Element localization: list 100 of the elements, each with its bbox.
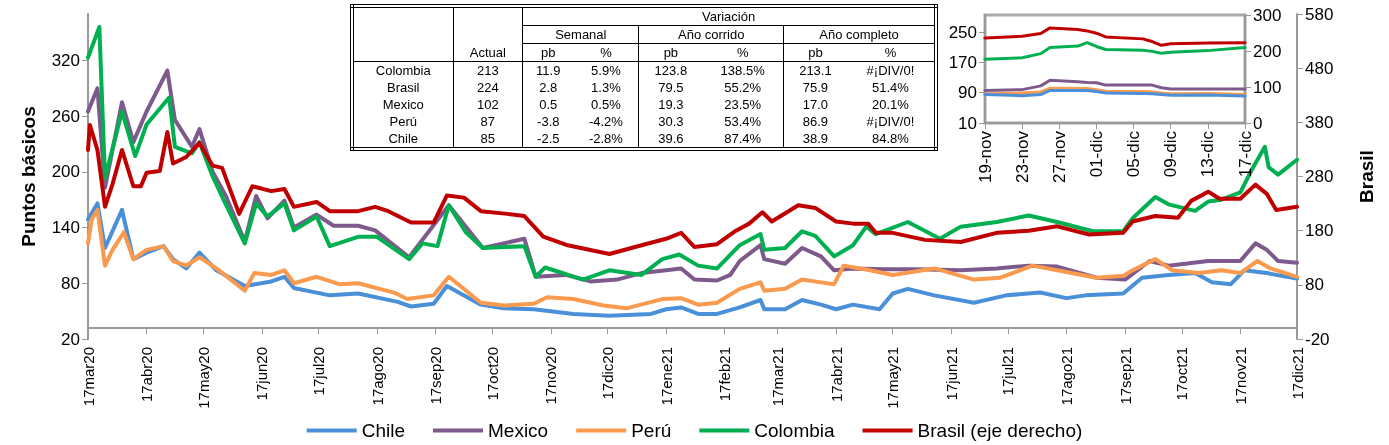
x-tick-label: 23-nov — [1012, 130, 1032, 183]
data-label: 17.0 — [801, 96, 830, 113]
y2-tick-label: 80 — [1305, 275, 1324, 295]
y-tick-label: 10 — [958, 113, 977, 133]
data-label: 38.9 — [801, 130, 830, 148]
data-label: 53.4% — [702, 113, 784, 130]
x-tick-label: 17feb21 — [716, 347, 734, 402]
data-label: 55.2% — [702, 79, 784, 96]
x-tick-label: 17abr20 — [138, 347, 156, 403]
line-series — [983, 26, 1247, 47]
legend-label: pb — [662, 44, 680, 62]
y2-tick-label: 380 — [1305, 112, 1334, 132]
data-label: 213.1 — [798, 62, 833, 79]
y-tick-label: 200 — [51, 162, 80, 182]
line-series — [983, 78, 1247, 92]
category-label: Brasil — [352, 79, 453, 96]
category-label: Mexico — [352, 96, 453, 113]
y2-tick-label: 300 — [1253, 5, 1282, 25]
data-label: 5.9% — [573, 61, 639, 79]
legend-label: Perú — [631, 420, 672, 441]
x-tick-label: 17dic21 — [1288, 347, 1306, 400]
text: % — [573, 43, 639, 62]
x-tick-label: 01-dic — [1086, 130, 1106, 178]
x-tick-label: 17mar20 — [79, 347, 97, 407]
data-label: 87.4% — [702, 130, 784, 149]
data-label: -3.8 — [536, 113, 561, 130]
y-axis-title: Puntos básicos — [18, 106, 39, 247]
series-label: Actual — [453, 6, 523, 62]
data-label: 39.6 — [657, 130, 685, 148]
y-tick-label: 140 — [51, 218, 80, 238]
y-tick-label: 320 — [51, 50, 80, 70]
x-tick-label: 13-dic — [1198, 130, 1218, 178]
data-label: 102 — [453, 96, 523, 113]
text: % — [702, 43, 784, 62]
y-tick-label: 90 — [958, 83, 977, 103]
x-tick-label: 17ago21 — [1058, 347, 1076, 406]
legend-label: Chile — [361, 420, 406, 441]
data-label: 20.1% — [871, 96, 910, 113]
data-label: 1.3% — [573, 79, 639, 96]
y-tick-label: 170 — [948, 52, 977, 72]
data-label: 51.4% — [871, 79, 910, 96]
y2-tick-label: 100 — [1253, 77, 1282, 97]
data-label: 79.5 — [657, 79, 685, 96]
data-label: 86.9 — [801, 113, 830, 130]
category-label: Colombia — [352, 61, 453, 79]
x-tick-label: 17mar21 — [769, 347, 787, 407]
y2-tick-label: 280 — [1305, 167, 1334, 186]
y2-tick-label: 200 — [1253, 41, 1282, 61]
data-label: #¡DIV/0! — [865, 62, 916, 79]
data-label: 224 — [453, 79, 523, 96]
x-tick-label: 27-nov — [1049, 130, 1069, 183]
data-label: 11.9 — [535, 62, 562, 79]
data-label: -2.5 — [536, 130, 561, 148]
y-tick-label: 20 — [61, 329, 80, 349]
x-tick-label: 19-nov — [975, 130, 995, 183]
x-tick-label: 17nov20 — [542, 347, 560, 405]
y2-tick-label: 180 — [1305, 221, 1334, 241]
x-tick-label: 17jun20 — [253, 347, 271, 401]
annotation: Año corrido — [638, 25, 784, 44]
x-tick-label: 17nov21 — [1231, 347, 1249, 405]
data-label: 84.8% — [871, 130, 910, 148]
data-label: #¡DIV/0! — [865, 113, 916, 130]
text: % — [883, 44, 898, 62]
data-label: 123.8 — [653, 62, 689, 79]
data-label: 0.5 — [538, 96, 559, 113]
x-tick-label: 17ene21 — [657, 347, 675, 406]
text: pb — [540, 44, 557, 62]
y2-tick-label: -20 — [1305, 329, 1330, 349]
x-tick-label: 17abr21 — [827, 347, 845, 403]
data-label: 0.5% — [573, 96, 639, 113]
legend-label: Colombia — [754, 420, 835, 441]
legend-label: Mexico — [487, 420, 549, 441]
line-series — [86, 25, 1299, 282]
category-label: Chile — [352, 130, 453, 149]
data-label: -4.2% — [573, 113, 639, 130]
y-tick-label: 80 — [61, 273, 80, 293]
x-tick-label: 17jul20 — [309, 347, 327, 396]
y-tick-label: 250 — [948, 22, 977, 42]
y2-tick-label: 480 — [1305, 58, 1334, 78]
x-tick-label: 17-dic — [1235, 130, 1255, 178]
data-label: 213 — [453, 61, 523, 79]
data-label: -2.8% — [573, 130, 639, 149]
data-label: 85 — [453, 130, 523, 149]
x-tick-label: 17sep21 — [1116, 347, 1134, 405]
data-label: 75.9 — [801, 79, 830, 96]
x-tick-label: 17sep20 — [427, 347, 445, 405]
x-tick-label: 17jun21 — [942, 347, 960, 401]
x-tick-label: 17oct20 — [483, 347, 501, 401]
annotation: Semanal — [522, 25, 639, 44]
x-tick-label: 17oct21 — [1173, 347, 1191, 401]
x-tick-label: 17dic20 — [598, 347, 616, 400]
x-tick-label: 17ago20 — [368, 347, 386, 406]
line-series — [983, 41, 1247, 61]
annotation: Año completo — [783, 25, 936, 44]
data-label: 19.3 — [657, 96, 685, 113]
y2-tick-label: 580 — [1305, 4, 1334, 24]
data-label: 138.5% — [702, 61, 784, 79]
x-tick-label: 17may21 — [884, 347, 902, 409]
legend-label: pb — [807, 44, 824, 62]
data-label: 23.5% — [702, 96, 784, 113]
